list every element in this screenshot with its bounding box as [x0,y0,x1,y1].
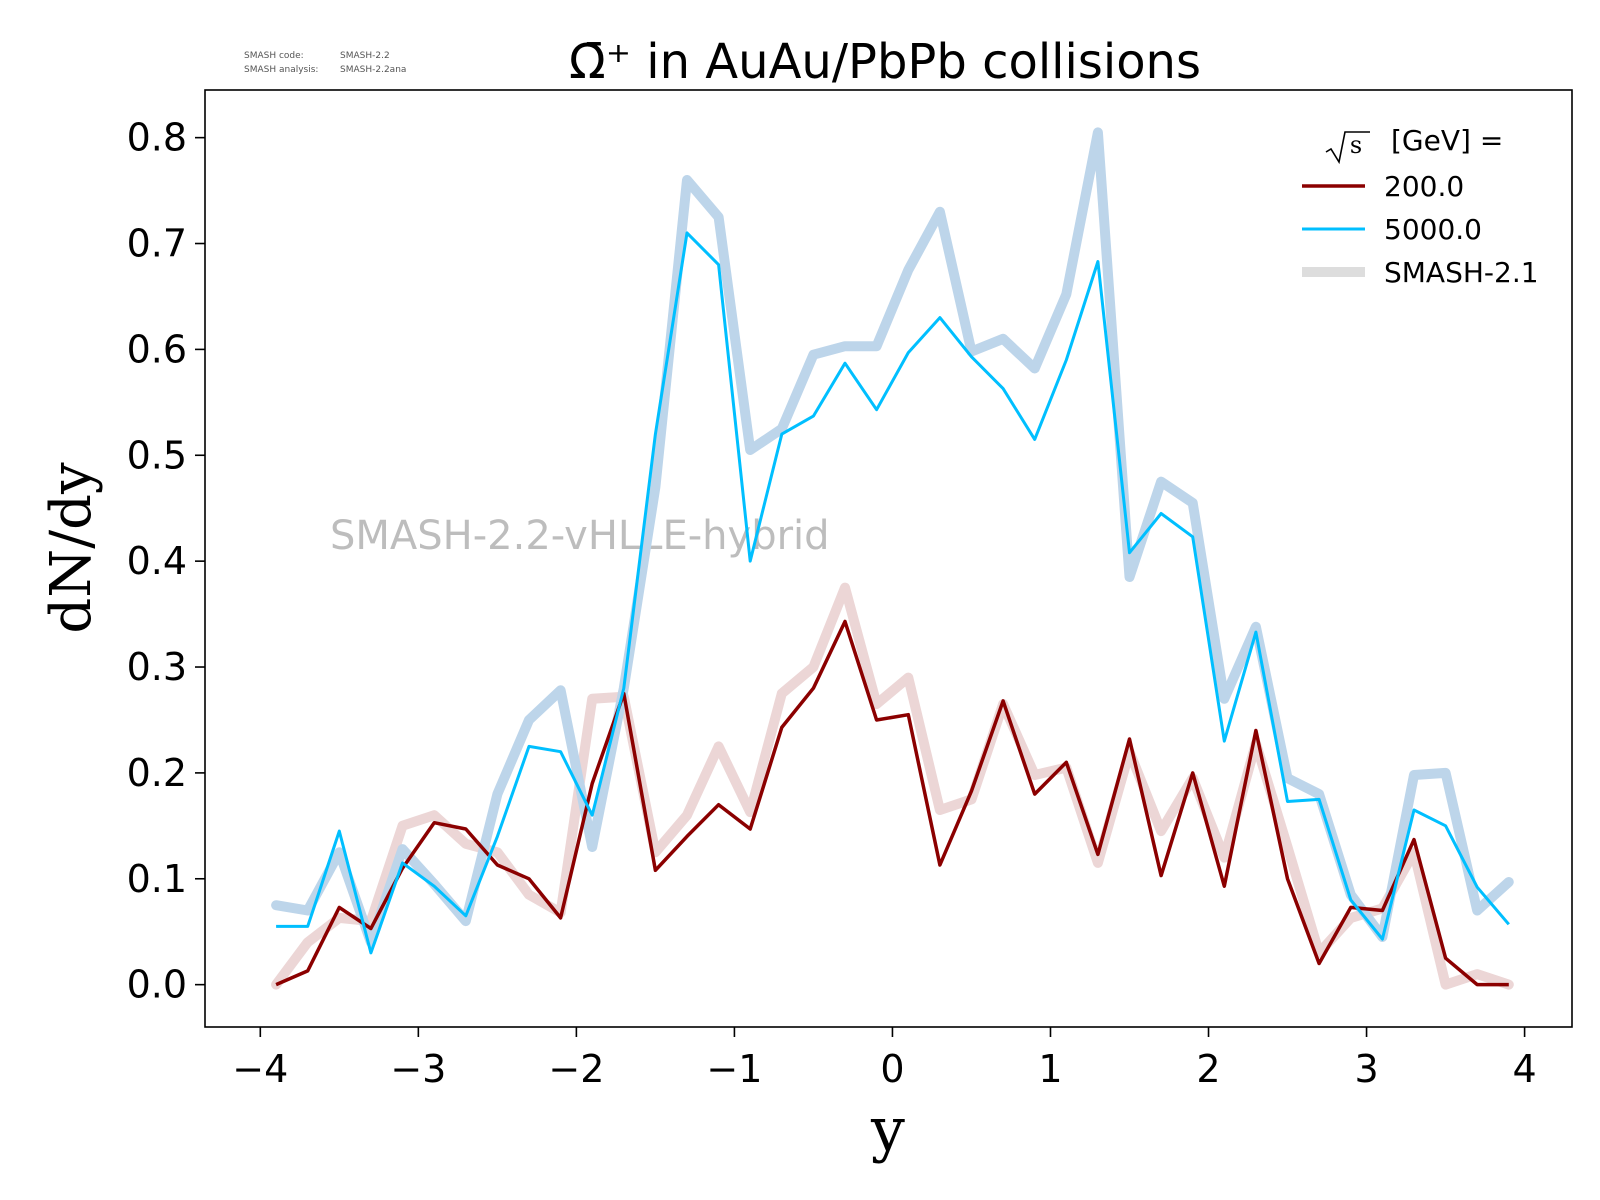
reference-line-200.0 [271,582,1514,990]
y-tick-label: 0.8 [127,116,187,160]
x-tick-label: 0 [880,1047,904,1091]
x-tick-label: −4 [232,1047,288,1091]
legend-label-5000: 5000.0 [1384,213,1482,246]
x-tick-label: −3 [390,1047,446,1091]
y-tick-label: 0.7 [127,222,187,266]
sqrt-icon [1325,131,1370,165]
legend-label-smash-2-1: SMASH-2.1 [1384,256,1539,289]
y-tick-label: 0.4 [127,539,187,583]
y-tick-label: 0.3 [127,645,187,689]
plot-area [204,89,1573,1028]
y-tick-label: 0.1 [127,857,187,901]
y-tick-label: 0.0 [127,963,187,1007]
x-tick-label: 3 [1354,1047,1378,1091]
legend-title-suffix: [GeV] = [1391,124,1503,157]
meta-analysis-label: SMASH analysis: [244,65,318,75]
y-axis-label: dN/dy [39,462,104,634]
series-line-5000.0 [276,231,1510,955]
legend-title: s [GeV] = [1325,124,1503,165]
x-tick-label: 1 [1038,1047,1062,1091]
sqrt-s-symbol: s [1350,131,1362,159]
series-line-200.0 [275,619,1509,987]
watermark: SMASH-2.2-vHLLE-hybrid [330,513,830,559]
meta-analysis-value: SMASH-2.2ana [340,65,406,75]
x-tick-label: −1 [706,1047,762,1091]
chart-title: Ω̄⁺ in AuAu/PbPb collisions [569,34,1201,90]
legend-label-200: 200.0 [1384,170,1464,203]
legend: s [GeV] = 200.0 5000.0 SMASH-2.1 [1302,124,1539,289]
y-tick-label: 0.6 [127,327,187,371]
x-tick-label: 2 [1196,1047,1220,1091]
axis-ticks: −4 −3 −2 −1 0 1 2 3 4 0.0 0.1 0.2 0.3 0.4 0.5 0.6 0.7 0.8 [127,116,1537,1091]
meta-code-value: SMASH-2.2 [340,51,390,61]
x-axis-label: y [870,1095,905,1165]
series-lines [275,231,1510,987]
y-tick-label: 0.2 [127,751,187,795]
x-tick-label: 4 [1512,1047,1536,1091]
meta-code-label: SMASH code: [244,51,304,61]
y-tick-label: 0.5 [127,433,187,477]
x-tick-label: −2 [548,1047,604,1091]
reference-line-5000.0 [271,127,1514,948]
